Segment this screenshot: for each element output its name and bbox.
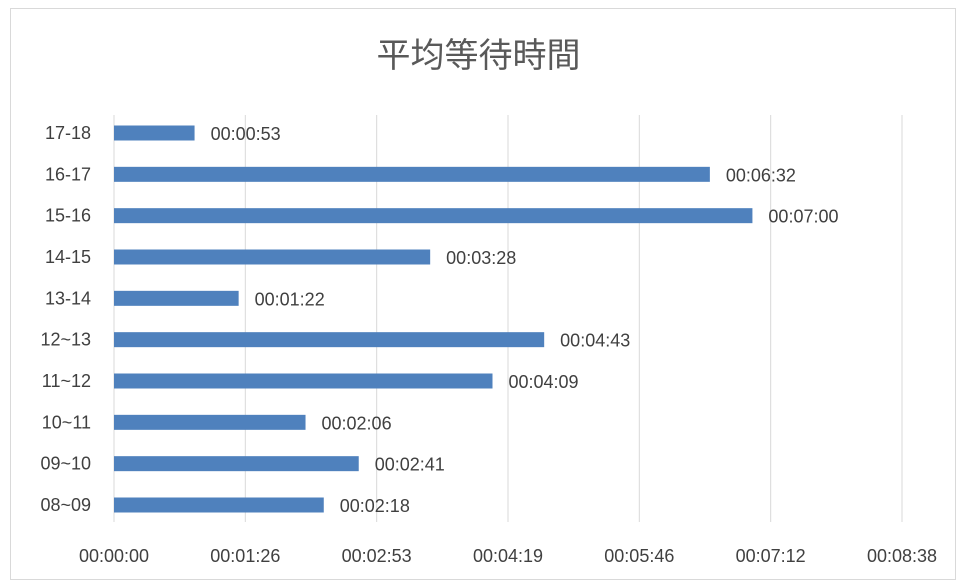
x-tick-label: 00:04:19 xyxy=(473,546,543,566)
bar-12~13 xyxy=(114,332,545,348)
bar-16-17 xyxy=(114,166,710,182)
data-label: 00:00:53 xyxy=(211,124,281,144)
data-label: 00:06:32 xyxy=(726,165,796,185)
data-label: 00:04:43 xyxy=(560,331,630,351)
bar-10~11 xyxy=(114,414,306,430)
bar-09~10 xyxy=(114,456,359,472)
x-tick-label: 00:00:00 xyxy=(79,546,149,566)
category-label: 14-15 xyxy=(45,247,91,267)
x-tick-label: 00:08:38 xyxy=(867,546,937,566)
category-label: 10~11 xyxy=(42,412,91,432)
data-label: 00:07:00 xyxy=(768,207,838,227)
x-tick-label: 00:05:46 xyxy=(604,546,674,566)
data-label: 00:02:06 xyxy=(322,413,392,433)
bar-14-15 xyxy=(114,249,431,265)
category-label: 16-17 xyxy=(45,164,91,184)
bar-11~12 xyxy=(114,373,493,389)
data-label: 00:04:09 xyxy=(508,372,578,392)
bar-13-14 xyxy=(114,290,239,306)
category-label: 17-18 xyxy=(45,123,91,143)
category-label: 09~10 xyxy=(40,454,91,474)
x-tick-label: 00:02:53 xyxy=(342,546,412,566)
x-tick-label: 00:07:12 xyxy=(736,546,806,566)
data-label: 00:03:28 xyxy=(446,248,516,268)
category-label: 15-16 xyxy=(45,206,91,226)
data-label: 00:01:22 xyxy=(255,289,325,309)
x-tick-label: 00:01:26 xyxy=(210,546,280,566)
category-label: 12~13 xyxy=(40,330,91,350)
category-label: 13-14 xyxy=(45,288,91,308)
data-label: 00:02:18 xyxy=(340,496,410,516)
bar-08~09 xyxy=(114,497,324,513)
category-label: 08~09 xyxy=(40,495,91,515)
bar-15-16 xyxy=(114,208,753,224)
bar-17-18 xyxy=(114,125,195,141)
data-label: 00:02:41 xyxy=(375,455,445,475)
category-label: 11~12 xyxy=(42,371,91,391)
chart-title: 平均等待時間 xyxy=(376,36,581,76)
